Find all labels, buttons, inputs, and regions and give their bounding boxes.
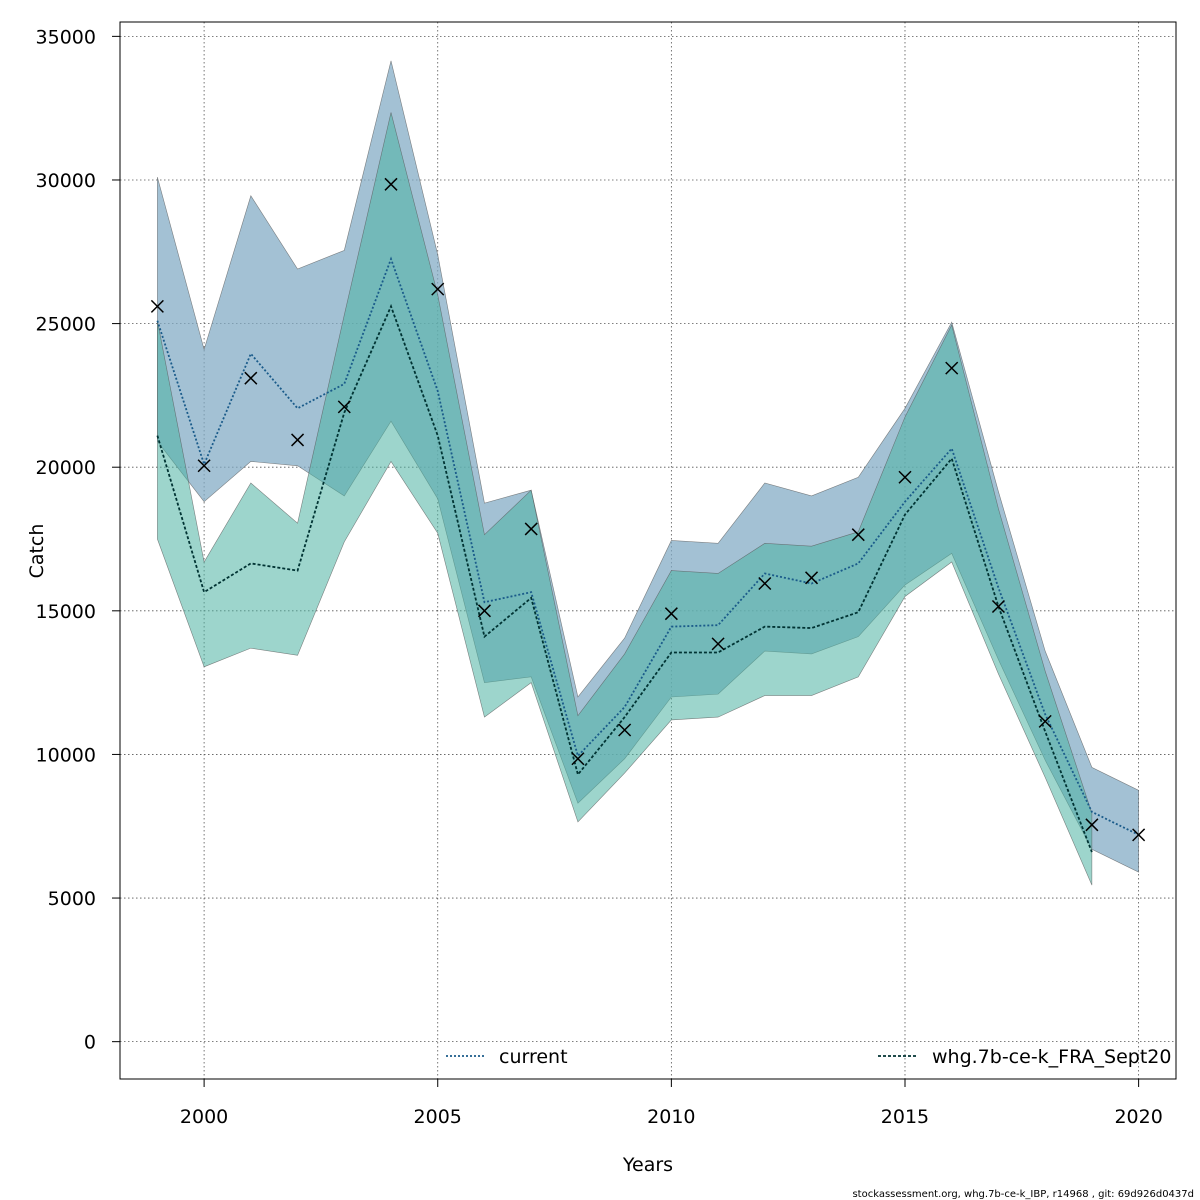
- x-axis: 2000 2005 2010 2015 2020: [180, 1079, 1163, 1128]
- legend-label-1: whg.7b-ce-k_FRA_Sept20: [932, 1046, 1171, 1068]
- observed-point: [618, 723, 632, 737]
- confidence-bands: [157, 60, 1139, 886]
- plot-frame: [119, 21, 1177, 1080]
- x-tick-label: 2015: [881, 1106, 929, 1128]
- legend: current whg.7b-ce-k_FRA_Sept20: [446, 1046, 1171, 1068]
- observed-point: [664, 607, 678, 621]
- x-tick-label: 2005: [414, 1106, 462, 1128]
- observed-point: [337, 400, 351, 414]
- x-tick-label: 2010: [647, 1106, 695, 1128]
- observed-point: [1085, 818, 1099, 832]
- observed-point: [1038, 714, 1052, 728]
- y-tick-label: 30000: [36, 170, 96, 192]
- y-tick-label: 20000: [36, 457, 96, 479]
- observed-point: [758, 577, 772, 591]
- observed-point: [711, 637, 725, 651]
- observed-point: [805, 571, 819, 585]
- observed-point: [477, 604, 491, 618]
- y-axis: 0 5000 10000 15000 20000 25000 30000 35000: [36, 26, 120, 1054]
- observed-point: [898, 470, 912, 484]
- series-lines: [156, 256, 1140, 853]
- y-axis-title: Catch: [26, 524, 48, 579]
- y-tick-label: 25000: [36, 314, 96, 336]
- observed-point: [291, 433, 305, 447]
- observed-point: [244, 371, 258, 385]
- footer-credit: stockassessment.org, whg.7b-ce-k_IBP, r1…: [852, 1189, 1194, 1200]
- observed-point: [197, 459, 211, 473]
- observed-point: [384, 177, 398, 191]
- x-axis-title: Years: [622, 1154, 673, 1176]
- series-line-0: [156, 256, 1140, 836]
- y-tick-label: 5000: [48, 888, 96, 910]
- observed-point: [571, 752, 585, 766]
- x-tick-label: 2020: [1114, 1106, 1162, 1128]
- observed-point: [1132, 828, 1146, 842]
- y-tick-label: 15000: [36, 601, 96, 623]
- confidence-band-1: [157, 112, 1093, 886]
- observed-point: [851, 528, 865, 542]
- observed-point: [150, 299, 164, 313]
- observed-point: [431, 282, 445, 296]
- y-tick-label: 10000: [36, 744, 96, 766]
- observed-point: [524, 522, 538, 536]
- y-tick-label: 0: [84, 1032, 96, 1054]
- x-tick-label: 2000: [180, 1106, 228, 1128]
- observed-point: [945, 361, 959, 375]
- series-line-1: [156, 303, 1093, 853]
- observed-markers: [150, 177, 1146, 842]
- observed-point: [991, 599, 1005, 614]
- y-tick-label: 35000: [36, 26, 96, 48]
- legend-label-0: current: [499, 1046, 568, 1068]
- confidence-band-0: [157, 60, 1139, 873]
